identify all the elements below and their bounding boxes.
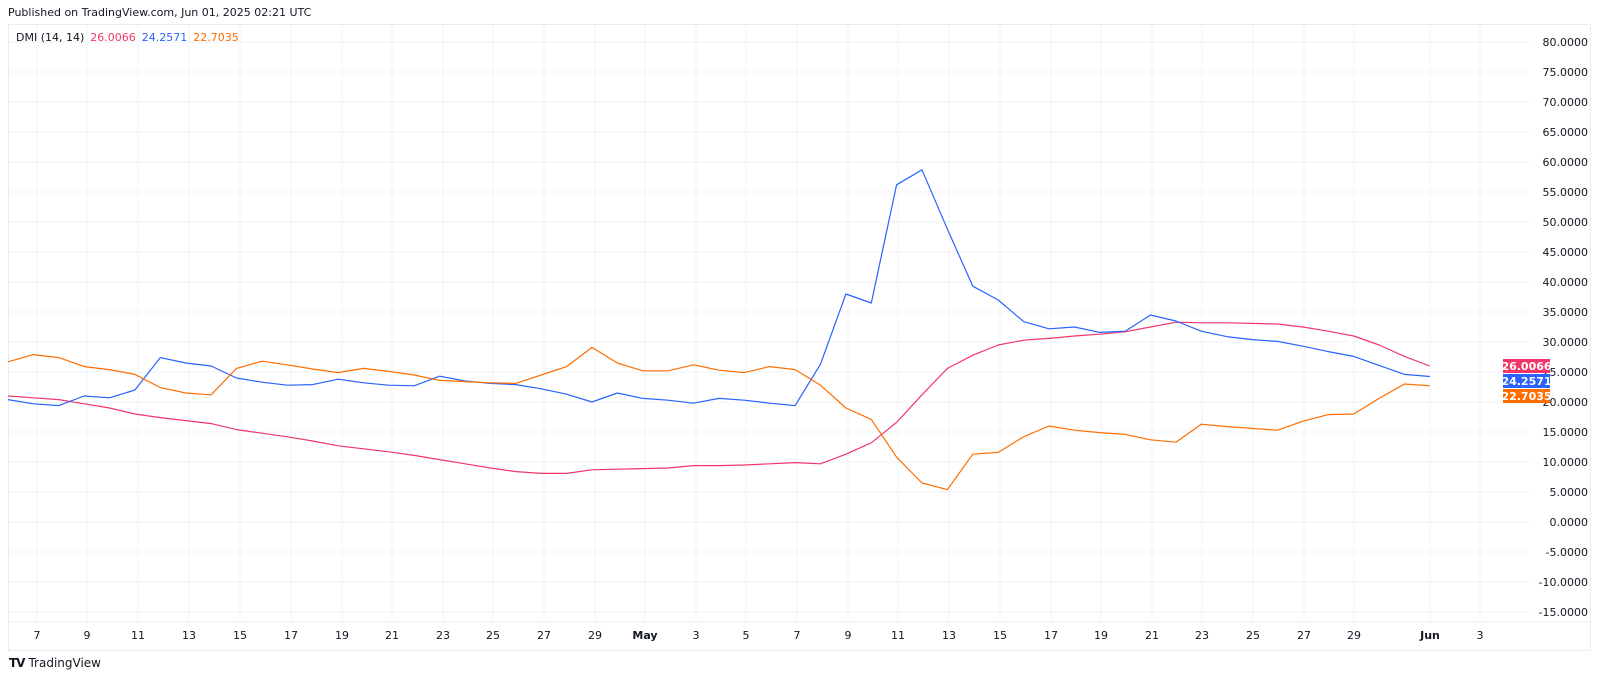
x-tick-label: 5 <box>743 629 750 642</box>
y-tick-label: 80.0000 <box>1543 36 1589 49</box>
legend-value-minus-di: 22.7035 <box>193 31 239 44</box>
indicator-name: DMI (14, 14) <box>16 31 85 44</box>
x-tick-label: 17 <box>1044 629 1058 642</box>
last-value-tag <box>1503 389 1550 403</box>
x-axis[interactable]: 7 9 11 13 15 17 19 21 23 25 27 29 May 3 5 7 9 11 13 15 17 19 2… <box>34 629 1484 642</box>
svg-text:26.0066: 26.0066 <box>1501 360 1551 373</box>
y-tick-label: 20.0000 <box>1543 396 1589 409</box>
y-tick-label: -15.0000 <box>1539 606 1588 619</box>
last-value-tags: 26.0066 24.2571 22.7035 <box>1501 359 1552 403</box>
brand-name: TradingView <box>28 656 101 670</box>
x-tick-label: 27 <box>1297 629 1311 642</box>
x-tick-label: 21 <box>1145 629 1159 642</box>
legend-value-plus-di: 24.2571 <box>141 31 188 44</box>
y-tick-label: 40.0000 <box>1543 276 1589 289</box>
series-line-adx <box>7 321 1431 474</box>
y-tick-label: 60.0000 <box>1543 156 1589 169</box>
x-tick-label: 29 <box>1347 629 1361 642</box>
chart-frame <box>8 24 1591 651</box>
y-tick-label: 70.0000 <box>1543 96 1589 109</box>
x-tick-label: 11 <box>891 629 905 642</box>
x-tick-label: May <box>632 629 657 642</box>
x-tick-label: 19 <box>1094 629 1108 642</box>
series-line-di <box>7 346 1430 491</box>
x-tick-label: 25 <box>486 629 500 642</box>
y-tick-label: 10.0000 <box>1543 456 1589 469</box>
y-tick-label: -10.0000 <box>1539 576 1588 589</box>
y-tick-label: 45.0000 <box>1543 246 1589 259</box>
x-tick-label: 3 <box>693 629 700 642</box>
x-tick-label: 7 <box>34 629 41 642</box>
x-tick-label: 3 <box>1477 629 1484 642</box>
svg-text:22.7035: 22.7035 <box>1501 390 1551 403</box>
tradingview-brand[interactable]: TV TradingView <box>9 656 101 670</box>
x-tick-label: 17 <box>284 629 298 642</box>
y-tick-label: 25.0000 <box>1543 366 1589 379</box>
x-tick-label: Jun <box>1419 629 1440 642</box>
y-tick-label: -5.0000 <box>1546 546 1588 559</box>
published-caption: Published on TradingView.com, Jun 01, 20… <box>8 6 312 19</box>
y-tick-label: 0.0000 <box>1550 516 1589 529</box>
x-tick-label: 9 <box>84 629 91 642</box>
y-tick-label: 5.0000 <box>1550 486 1589 499</box>
y-tick-label: 15.0000 <box>1543 426 1589 439</box>
y-tick-label: 75.0000 <box>1543 66 1589 79</box>
x-tick-label: 15 <box>233 629 247 642</box>
x-tick-label: 21 <box>385 629 399 642</box>
legend-value-adx: 26.0066 <box>90 31 136 44</box>
x-tick-label: 29 <box>588 629 602 642</box>
y-tick-label: 55.0000 <box>1543 186 1589 199</box>
x-tick-label: 25 <box>1246 629 1260 642</box>
x-tick-label: 13 <box>182 629 196 642</box>
last-value-tag <box>1503 374 1550 388</box>
series-line-di <box>7 169 1430 407</box>
svg-text:24.2571: 24.2571 <box>1501 375 1551 388</box>
series-lines <box>7 169 1431 491</box>
x-tick-label: 27 <box>537 629 551 642</box>
last-value-tag <box>1503 359 1550 373</box>
x-tick-label: 23 <box>1195 629 1209 642</box>
x-tick-label: 7 <box>794 629 801 642</box>
y-axis[interactable]: 80.0000 75.0000 70.0000 65.0000 60.0000 55.00… <box>1539 36 1588 619</box>
y-tick-label: 65.0000 <box>1543 126 1589 139</box>
y-tick-label: 50.0000 <box>1543 216 1589 229</box>
x-tick-label: 19 <box>335 629 349 642</box>
x-tick-label: 9 <box>845 629 852 642</box>
x-tick-label: 11 <box>131 629 145 642</box>
x-tick-label: 23 <box>436 629 450 642</box>
x-tick-label: 13 <box>942 629 956 642</box>
y-tick-label: 35.0000 <box>1543 306 1589 319</box>
x-tick-label: 15 <box>993 629 1007 642</box>
tradingview-logo-icon: TV <box>9 656 26 670</box>
y-tick-label: 30.0000 <box>1543 336 1589 349</box>
indicator-legend: DMI (14, 14) 26.0066 24.2571 22.7035 <box>16 31 239 44</box>
grid-lines <box>8 25 1591 623</box>
